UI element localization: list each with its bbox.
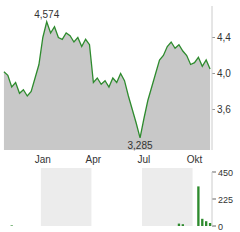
volume-bar [34,226,36,227]
area [4,22,210,150]
volume-bar [65,226,67,227]
chart: 3,6 4,0 4,4 4,574 3,285 Jan Apr Jul Okt 0 225 450 [0,0,240,232]
volume-bar [69,226,71,227]
volume-bar [53,226,55,227]
tick-label: 4,0 [217,68,231,79]
volume-bar [61,226,63,227]
volume-bar [147,226,149,227]
annotation: 3,285 [128,140,153,151]
price-line [4,22,210,138]
volume-bar [178,224,180,226]
x-label: Apr [86,154,102,165]
volume-bar [154,226,156,227]
band [142,168,193,226]
tick-label: 3,6 [217,104,231,115]
volume-bar [92,226,94,227]
volume-bar [42,226,44,227]
volume-bar [112,226,114,227]
volume-bar [73,226,75,227]
volume-bar [100,226,102,227]
x-label: Jul [138,154,151,165]
x-label: Okt [187,154,203,165]
tick [212,226,216,227]
volume-bar [174,226,176,227]
volume-plot [11,186,212,226]
volume-bar [143,226,145,227]
volume-bar [57,226,59,227]
volume-bar [49,226,51,227]
volume-bar [182,224,184,226]
volume-bar [108,226,110,227]
volume-bar [193,226,195,227]
volume-bar [22,226,24,227]
volume-bar [151,226,153,227]
volume-bar [201,219,203,226]
volume-bar [135,226,137,227]
volume-bar [84,226,86,227]
volume-bar [11,225,13,226]
volume-bar [18,226,20,227]
plot [4,22,210,150]
volume-bar [104,226,106,227]
volume-bar [158,226,160,227]
volume-bar [81,226,83,227]
tick [212,199,216,200]
x-label: Jan [35,154,51,165]
volume-bar [7,226,9,227]
tick-label: 0 [218,222,223,232]
tick [212,172,216,173]
volume-bar [127,226,129,227]
tick-label: 4,4 [217,32,231,43]
volume-bar [26,226,28,227]
volume-bar [186,226,188,227]
volume-bar [46,226,48,227]
volume-bar [119,226,121,227]
volume-bar [88,226,90,227]
axis-line [212,6,213,150]
volume-bar [197,186,199,226]
volume-bar [3,226,5,227]
annotation: 4,574 [34,9,59,20]
volume-bar [166,226,168,227]
volume-bar [96,226,98,227]
band [41,168,92,226]
volume-bar [77,226,79,227]
volume-bar [38,226,40,227]
tick-label: 225 [218,195,233,205]
volume-bar [170,226,172,227]
volume-bar [189,226,191,227]
volume-bar [209,223,211,226]
volume-bar [139,226,141,227]
volume-bar [14,226,16,227]
volume-bar [131,226,133,227]
volume-bar [162,226,164,227]
volume-bar [116,226,118,227]
volume-bar [30,226,32,227]
tick-label: 450 [218,168,233,178]
volume-bar [123,226,125,227]
volume-bar [205,221,207,226]
axis-line [212,172,213,226]
